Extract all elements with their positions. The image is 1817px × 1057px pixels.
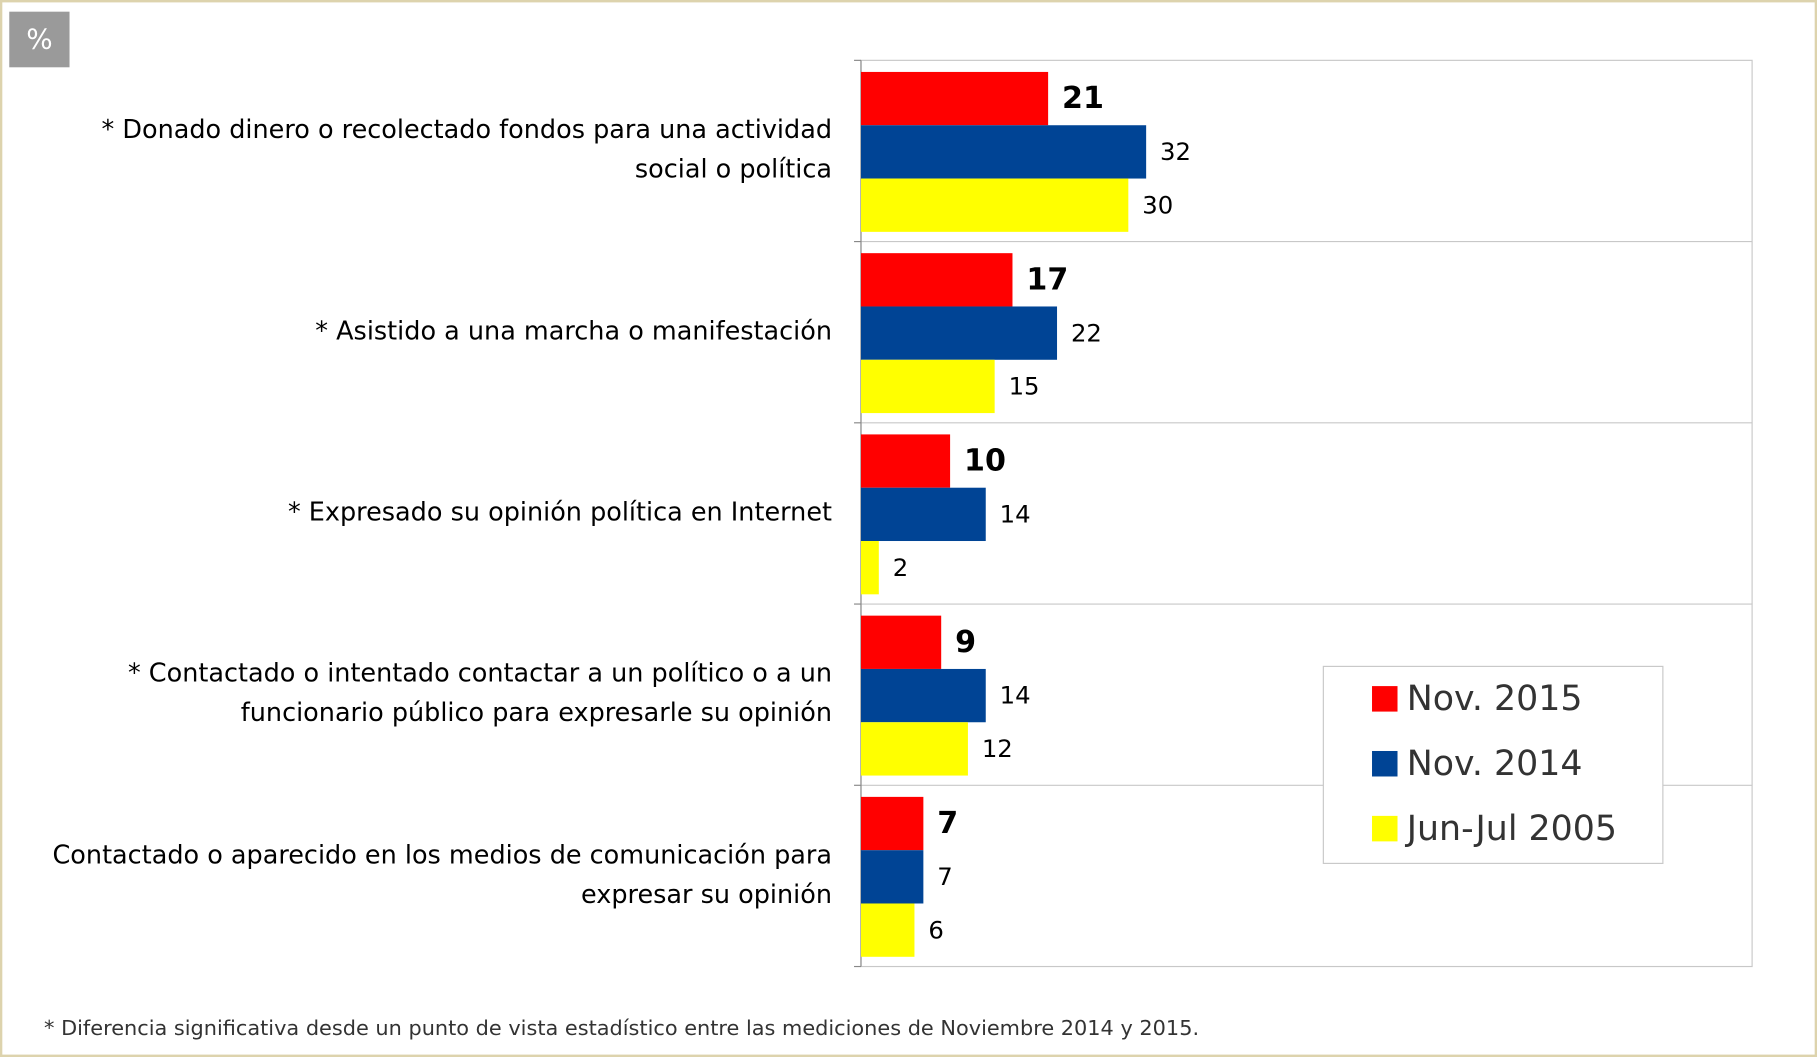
bar bbox=[860, 359, 995, 414]
category-label: * Contactado o intentado contactar a un … bbox=[127, 659, 833, 729]
value-label: 14 bbox=[1000, 500, 1031, 529]
legend-label: Nov. 2014 bbox=[1407, 744, 1583, 784]
value-label: 7 bbox=[937, 862, 952, 891]
category-label: * Expresado su opinión política en Inter… bbox=[287, 498, 833, 528]
category-label: * Asistido a una marcha o manifestación bbox=[315, 317, 833, 347]
category-label-box: Contactado o aparecido en los medios de … bbox=[52, 841, 833, 910]
bar bbox=[860, 487, 986, 542]
legend-label: Nov. 2015 bbox=[1407, 679, 1583, 719]
category-label-box: * Contactado o intentado contactar a un … bbox=[127, 659, 833, 729]
value-label: 10 bbox=[964, 444, 1006, 479]
bar bbox=[860, 796, 924, 851]
unit-label: % bbox=[26, 23, 52, 56]
bar bbox=[860, 434, 951, 488]
value-label: 2 bbox=[893, 553, 908, 582]
value-label: 14 bbox=[1000, 681, 1031, 710]
category-label: Contactado o aparecido en los medios de … bbox=[52, 841, 833, 910]
category-label: * Donado dinero o recolectado fondos par… bbox=[101, 116, 833, 185]
bar bbox=[860, 850, 924, 904]
category-label-box: * Donado dinero o recolectado fondos par… bbox=[101, 116, 833, 185]
footnote: * Diferencia significativa desde un punt… bbox=[44, 1016, 1199, 1040]
value-label: 9 bbox=[955, 625, 976, 660]
bar bbox=[860, 253, 1013, 307]
legend-swatch bbox=[1372, 815, 1398, 842]
value-label: 12 bbox=[982, 734, 1013, 763]
legend-swatch bbox=[1372, 686, 1398, 712]
value-label: 30 bbox=[1142, 190, 1173, 219]
bar bbox=[860, 722, 968, 776]
category-label-box: * Asistido a una marcha o manifestación bbox=[315, 317, 833, 347]
value-label: 22 bbox=[1071, 318, 1102, 347]
value-label: 21 bbox=[1062, 81, 1104, 116]
unit-badge bbox=[9, 11, 70, 68]
bar bbox=[860, 306, 1058, 360]
bar bbox=[860, 541, 879, 595]
bar bbox=[860, 668, 986, 723]
bar bbox=[860, 125, 1147, 179]
value-label: 15 bbox=[1009, 372, 1040, 401]
legend-swatch bbox=[1372, 750, 1398, 777]
value-label: 7 bbox=[937, 806, 958, 841]
legend-label: Jun-Jul 2005 bbox=[1405, 809, 1617, 849]
value-label: 32 bbox=[1160, 137, 1191, 166]
bar bbox=[860, 178, 1129, 232]
category-label-box: * Expresado su opinión política en Inter… bbox=[287, 498, 833, 528]
value-label: 6 bbox=[928, 915, 943, 944]
value-label: 17 bbox=[1026, 262, 1068, 297]
bar bbox=[860, 71, 1049, 126]
bar bbox=[860, 903, 915, 957]
bar bbox=[860, 615, 942, 669]
